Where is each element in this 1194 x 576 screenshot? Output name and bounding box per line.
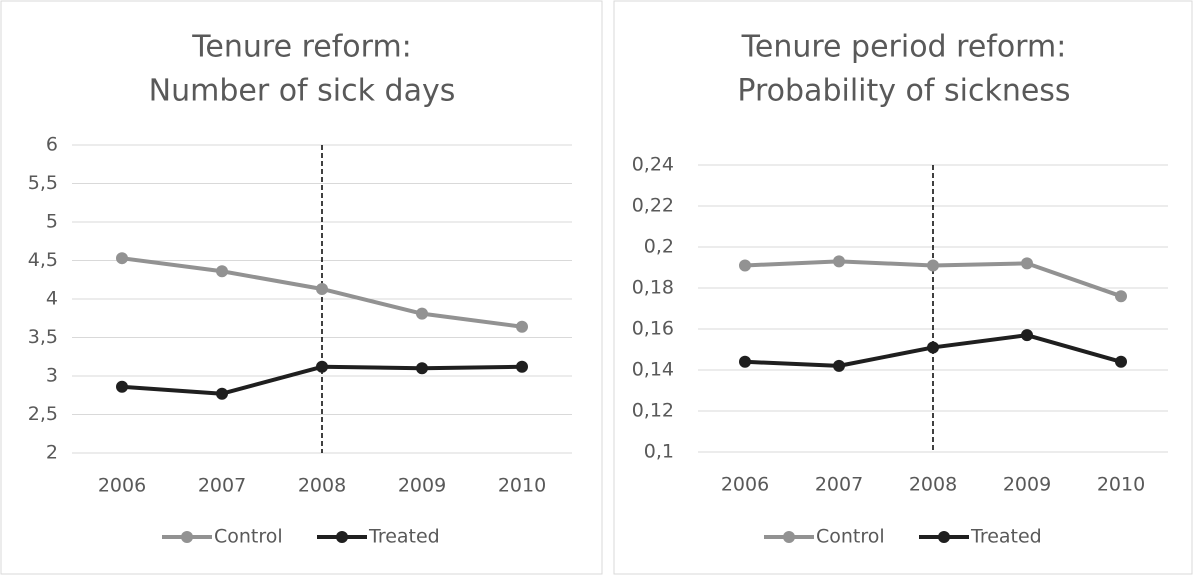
data-point [1115,355,1127,368]
x-tick-label: 2009 [398,475,446,497]
data-point [316,360,328,373]
legend-marker [336,531,348,543]
data-point [739,355,751,368]
data-point [833,255,845,268]
x-tick-label: 2010 [498,475,546,497]
legend-label: Treated [970,526,1042,548]
y-tick-label: 3 [46,365,58,387]
data-point [216,265,228,278]
data-point [416,307,428,320]
data-point [316,282,328,295]
y-tick-label: 0,16 [632,318,674,340]
data-point [516,320,528,333]
legend-label: Control [214,526,283,548]
data-point [1021,257,1033,270]
y-tick-label: 0,14 [632,359,674,381]
data-point [833,359,845,372]
x-tick-label: 2009 [1003,474,1051,496]
legend-marker [783,531,795,543]
chart-title: Number of sick days [149,74,456,109]
x-tick-label: 2007 [198,475,246,497]
data-point [116,380,128,393]
x-tick-label: 2008 [298,475,346,497]
x-tick-label: 2006 [721,474,769,496]
y-tick-label: 3,5 [28,326,58,348]
x-tick-label: 2006 [98,475,146,497]
chart-title: Tenure reform: [191,30,412,65]
legend-marker [181,531,193,543]
chart-title: Tenure period reform: [741,30,1067,65]
y-tick-label: 0,2 [644,236,674,258]
legend-label: Treated [368,526,440,548]
data-point [927,341,939,354]
y-tick-label: 0,12 [632,400,674,422]
y-tick-label: 0,18 [632,277,674,299]
data-point [116,252,128,265]
data-point [739,259,751,272]
x-tick-label: 2010 [1097,474,1145,496]
y-tick-label: 0,22 [632,195,674,217]
y-tick-label: 5,5 [28,172,58,194]
panel-border [0,0,603,575]
y-tick-label: 2 [46,442,58,464]
y-tick-label: 6 [46,134,58,156]
y-tick-label: 0,1 [644,441,674,463]
y-tick-label: 2,5 [28,403,58,425]
x-tick-label: 2007 [815,474,863,496]
data-point [927,259,939,272]
legend-label: Control [816,526,885,548]
y-tick-label: 4,5 [28,249,58,271]
y-tick-label: 0,24 [632,154,674,176]
legend-marker [938,531,950,543]
y-tick-label: 4 [46,288,58,310]
data-point [1021,329,1033,342]
y-tick-label: 5 [46,211,58,233]
data-point [1115,290,1127,303]
chart-title: Probability of sickness [737,74,1070,109]
data-point [516,360,528,373]
data-point [416,362,428,375]
x-tick-label: 2008 [909,474,957,496]
data-point [216,387,228,400]
